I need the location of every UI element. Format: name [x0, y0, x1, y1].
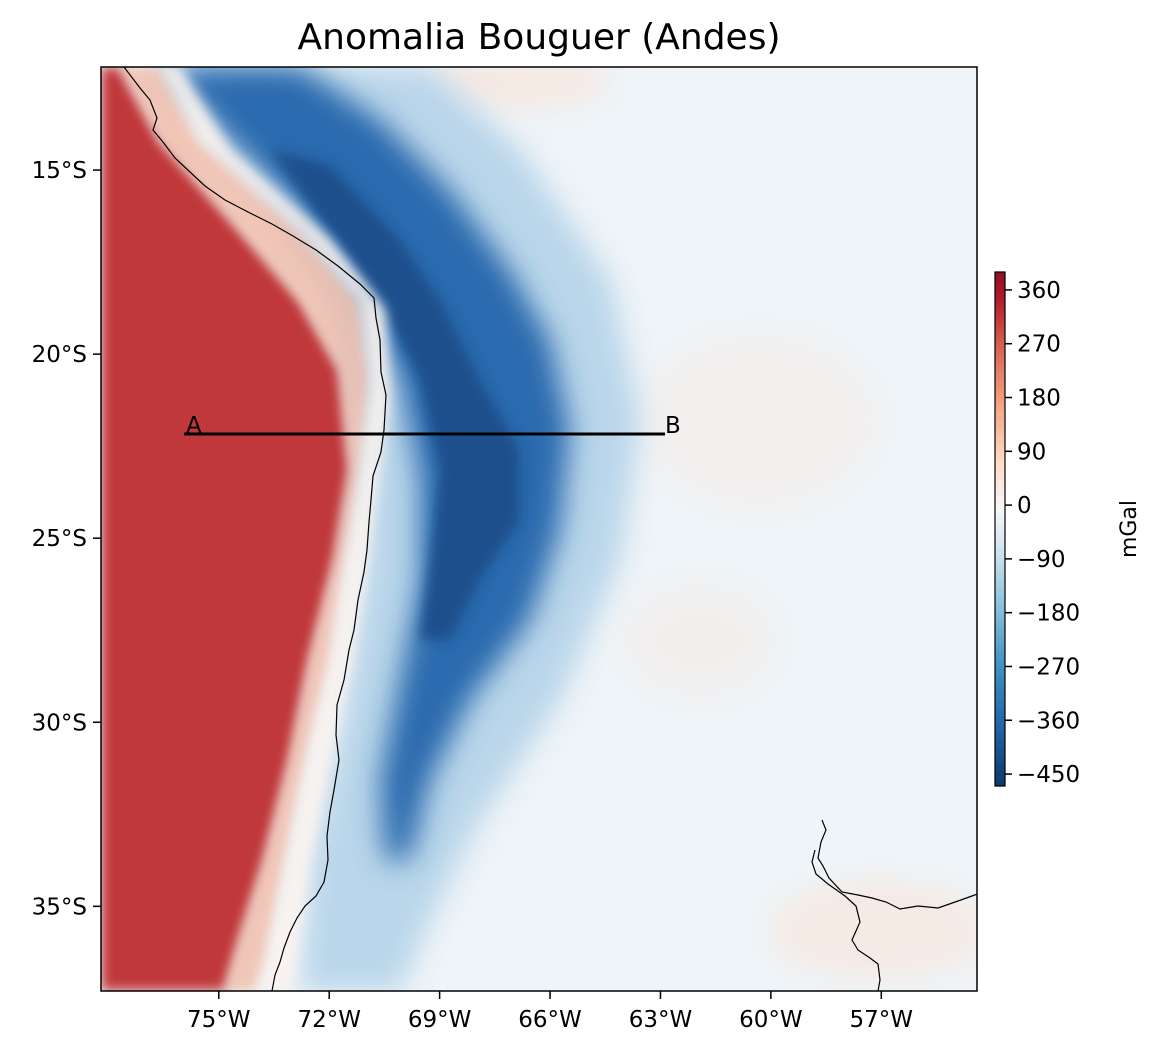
y-tick-label: 25°S	[32, 526, 87, 552]
colorbar-tick-label: 360	[1017, 278, 1061, 304]
y-tick-label: 20°S	[32, 342, 87, 368]
colorbar-ticks: 360 270 180 90 0 −90 −180 −270 −360 −450	[1005, 278, 1080, 788]
colorbar-tick-label: −90	[1017, 547, 1066, 573]
y-axis: 15°S 20°S 25°S 30°S 35°S	[32, 158, 101, 920]
colorbar-tick-label: −450	[1017, 762, 1080, 788]
colorbar-tick-label: 0	[1017, 493, 1032, 519]
colorbar-tick-label: 90	[1017, 439, 1046, 465]
x-tick-label: 66°W	[518, 1007, 582, 1033]
colorbar-tick-label: −270	[1017, 654, 1080, 680]
x-tick-label: 60°W	[739, 1007, 803, 1033]
colorbar-tick-label: −360	[1017, 708, 1080, 734]
colorbar-tick-label: 270	[1017, 332, 1061, 358]
y-tick-label: 35°S	[32, 894, 87, 920]
profile-start-label: A	[186, 413, 202, 439]
colorbar-tick-label: 180	[1017, 386, 1061, 412]
y-tick-label: 15°S	[32, 158, 87, 184]
x-tick-label: 63°W	[629, 1007, 693, 1033]
bouguer-anomaly-field: A B	[101, 50, 990, 991]
profile-end-label: B	[665, 413, 681, 439]
x-tick-label: 72°W	[297, 1007, 361, 1033]
colorbar-tick-label: −180	[1017, 601, 1080, 627]
x-tick-label: 69°W	[408, 1007, 472, 1033]
x-axis: 75°W 72°W 69°W 66°W 63°W 60°W 57°W	[187, 991, 913, 1033]
colorbar	[995, 272, 1005, 786]
y-tick-label: 30°S	[32, 710, 87, 736]
map-title: Anomalia Bouguer (Andes)	[298, 17, 781, 58]
x-tick-label: 75°W	[187, 1007, 251, 1033]
x-tick-label: 57°W	[850, 1007, 914, 1033]
colorbar-label: mGal	[1117, 500, 1142, 558]
